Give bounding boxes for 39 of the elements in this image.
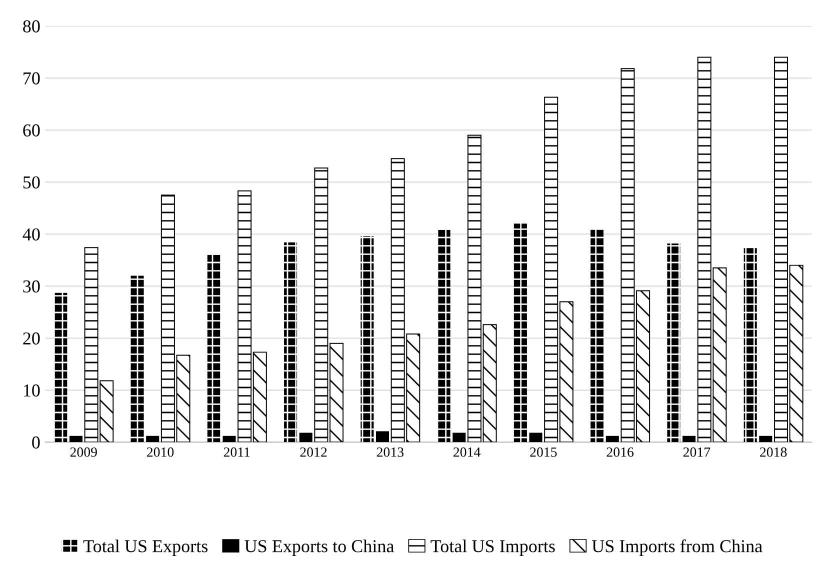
bar	[744, 248, 757, 442]
y-tick-label: 60	[23, 124, 40, 136]
bar	[682, 436, 696, 442]
x-tick-label: 2017	[683, 447, 710, 457]
x-tick-label: 2009	[70, 447, 97, 457]
bar	[284, 242, 298, 442]
x-tick-label: 2015	[530, 447, 557, 457]
bar	[146, 436, 160, 442]
x-tick-label: 2010	[146, 447, 174, 457]
x-tick-label: 2018	[760, 447, 787, 457]
bar	[54, 292, 68, 442]
x-tick-label: 2014	[454, 447, 480, 457]
bar	[590, 228, 604, 442]
bar	[759, 436, 772, 442]
bar	[437, 230, 450, 442]
y-tick-label: 70	[24, 72, 40, 84]
bar	[667, 243, 680, 442]
bar	[130, 276, 144, 442]
legend-label: Total US Exports	[83, 540, 208, 556]
bar	[452, 432, 466, 442]
legend-label: US Exports to China	[244, 540, 394, 556]
bar	[69, 436, 82, 442]
y-tick-label: 20	[23, 332, 40, 345]
x-tick-label: 2013	[376, 447, 404, 457]
y-tick-label: 50	[23, 176, 40, 189]
y-tick-label: 40	[22, 228, 40, 241]
y-tick-label: 30	[23, 280, 40, 293]
bar	[360, 236, 374, 442]
x-tick-label: 2011	[224, 447, 250, 457]
x-tick-label: 2016	[606, 447, 634, 457]
legend-label: US Imports from China	[592, 539, 762, 556]
legend-label: Total US Imports	[430, 540, 555, 556]
bar	[514, 224, 527, 442]
y-tick-label: 10	[24, 384, 40, 397]
y-tick-label: 0	[32, 436, 40, 449]
x-tick-label: 2012	[300, 447, 327, 457]
y-tick-label: 80	[23, 20, 40, 32]
bar	[376, 431, 390, 442]
bar	[207, 254, 220, 442]
